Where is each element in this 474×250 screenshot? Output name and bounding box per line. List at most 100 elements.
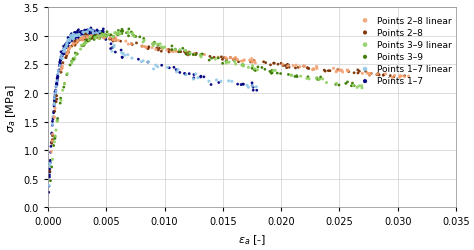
Points 1–7	[78, 32, 86, 36]
Points 3–9 linear	[86, 36, 94, 40]
Points 3–9 linear	[303, 77, 310, 81]
Points 2–8 linear	[232, 56, 239, 60]
Points 2–8	[145, 46, 153, 50]
Points 1–7 linear	[73, 34, 81, 38]
Points 2–8	[165, 51, 173, 55]
Points 3–9	[347, 84, 355, 88]
Points 2–8 linear	[333, 70, 341, 73]
Points 3–9 linear	[287, 74, 295, 78]
Points 1–7	[57, 58, 64, 62]
Points 2–8	[51, 110, 58, 114]
Points 3–9	[130, 34, 137, 38]
Points 2–8 linear	[251, 60, 258, 64]
Points 1–7 linear	[66, 38, 74, 42]
Points 3–9	[72, 52, 79, 56]
Points 1–7 linear	[49, 123, 56, 127]
Points 1–7	[97, 30, 104, 34]
Points 1–7 linear	[73, 34, 81, 38]
Points 3–9	[175, 50, 183, 54]
Points 2–8 linear	[79, 37, 87, 41]
Points 1–7 linear	[61, 48, 68, 52]
Points 3–9 linear	[61, 82, 68, 86]
Points 3–9	[149, 43, 157, 47]
Points 3–9	[82, 41, 90, 45]
Points 1–7 linear	[80, 31, 88, 35]
Points 1–7 linear	[128, 57, 136, 61]
Points 2–8	[107, 37, 114, 41]
Points 1–7	[65, 40, 73, 44]
Points 3–9	[107, 34, 115, 38]
Points 2–8	[350, 72, 358, 76]
Points 1–7 linear	[63, 42, 71, 46]
Points 2–8	[92, 36, 100, 40]
Points 3–9 linear	[358, 86, 366, 90]
Points 3–9	[266, 70, 273, 74]
Points 1–7 linear	[46, 162, 54, 166]
Points 3–9	[335, 84, 343, 88]
Points 3–9	[268, 72, 275, 76]
Points 2–8 linear	[73, 40, 81, 44]
Points 2–8 linear	[358, 72, 366, 76]
Points 2–8	[102, 35, 109, 39]
Points 1–7 linear	[182, 74, 190, 78]
Points 1–7	[50, 103, 58, 107]
Points 1–7 linear	[228, 80, 236, 84]
Points 2–8 linear	[138, 45, 146, 49]
Points 2–8	[109, 40, 117, 44]
Points 1–7	[102, 38, 109, 42]
Points 3–9	[106, 34, 113, 38]
Points 3–9	[342, 82, 349, 86]
Points 2–8 linear	[284, 64, 292, 68]
Points 1–7	[57, 62, 64, 66]
Points 1–7	[234, 83, 241, 87]
Points 1–7	[46, 170, 54, 174]
Points 1–7	[49, 117, 57, 121]
Points 2–8	[373, 73, 381, 77]
Points 3–9 linear	[57, 99, 65, 103]
Points 2–8	[260, 60, 267, 64]
Points 1–7	[62, 46, 70, 50]
Legend: Points 2–8 linear, Points 2–8, Points 3–9 linear, Points 3–9, Points 1–7 linear,: Points 2–8 linear, Points 2–8, Points 3–…	[356, 16, 452, 86]
Points 2–8 linear	[67, 46, 74, 50]
Points 2–8 linear	[101, 35, 109, 39]
Points 1–7	[89, 30, 97, 34]
Points 1–7	[81, 33, 89, 37]
Points 1–7	[68, 37, 76, 41]
Points 2–8	[99, 35, 107, 39]
Points 2–8 linear	[185, 52, 193, 56]
Points 1–7	[65, 38, 73, 42]
Points 3–9 linear	[297, 75, 304, 79]
Points 2–8 linear	[57, 68, 65, 72]
Points 1–7 linear	[61, 48, 69, 52]
Points 1–7	[49, 116, 57, 120]
Points 1–7 linear	[65, 38, 73, 42]
Points 2–8 linear	[159, 48, 166, 52]
Points 2–8	[72, 42, 80, 46]
Points 1–7 linear	[124, 54, 132, 58]
Points 1–7 linear	[108, 50, 116, 54]
Points 2–8	[229, 58, 237, 62]
Points 2–8 linear	[338, 69, 346, 73]
Points 1–7	[55, 69, 63, 73]
Points 3–9 linear	[49, 158, 56, 162]
Points 1–7 linear	[66, 40, 73, 44]
Points 3–9	[332, 83, 339, 87]
Points 3–9	[239, 64, 246, 68]
Points 1–7 linear	[83, 32, 91, 36]
Points 1–7 linear	[121, 54, 128, 58]
Points 1–7	[249, 89, 257, 93]
Points 2–8	[106, 38, 113, 42]
Points 1–7 linear	[92, 32, 100, 36]
Points 1–7	[64, 42, 71, 46]
Points 1–7 linear	[58, 57, 66, 61]
Points 2–8 linear	[87, 34, 95, 38]
Points 1–7 linear	[51, 103, 58, 107]
Points 1–7	[73, 32, 81, 36]
Points 1–7 linear	[46, 164, 54, 168]
Points 1–7	[51, 99, 58, 103]
Points 3–9	[277, 72, 284, 76]
Points 3–9 linear	[77, 48, 84, 52]
Points 1–7	[94, 32, 101, 36]
Points 3–9 linear	[68, 62, 75, 66]
Points 2–8	[63, 54, 71, 58]
